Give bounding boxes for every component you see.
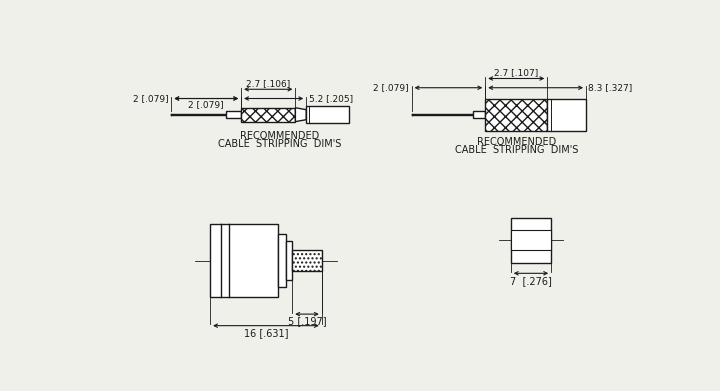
Text: 2 [.079]: 2 [.079] [189, 100, 224, 109]
Text: RECOMMENDED: RECOMMENDED [477, 137, 556, 147]
Bar [279, 235, 286, 287]
Text: 8.3 [.327]: 8.3 [.327] [588, 83, 633, 92]
Text: 2.7 [.107]: 2.7 [.107] [494, 68, 539, 77]
Text: 2.7 [.106]: 2.7 [.106] [246, 79, 290, 88]
Bar [485, 99, 547, 131]
Bar [473, 111, 485, 118]
Polygon shape [295, 108, 306, 122]
Text: 16 [.631]: 16 [.631] [243, 328, 288, 338]
Text: CABLE  STRIPPING  DIM'S: CABLE STRIPPING DIM'S [218, 138, 341, 149]
Bar [225, 111, 241, 118]
Bar [292, 250, 322, 271]
Bar [286, 241, 292, 280]
Text: 5 [.197]: 5 [.197] [288, 316, 326, 326]
Text: RECOMMENDED: RECOMMENDED [240, 131, 320, 141]
Bar [510, 230, 551, 250]
Bar [210, 224, 279, 297]
Text: 2 [.079]: 2 [.079] [373, 83, 408, 92]
Bar [510, 218, 551, 262]
Text: 7  [.276]: 7 [.276] [510, 276, 552, 285]
Text: 5.2 [.205]: 5.2 [.205] [309, 94, 353, 103]
Bar [547, 99, 586, 131]
Text: 2 [.079]: 2 [.079] [132, 94, 168, 103]
Text: CABLE  STRIPPING  DIM'S: CABLE STRIPPING DIM'S [454, 145, 578, 155]
Bar [306, 106, 349, 123]
Bar [241, 108, 295, 122]
